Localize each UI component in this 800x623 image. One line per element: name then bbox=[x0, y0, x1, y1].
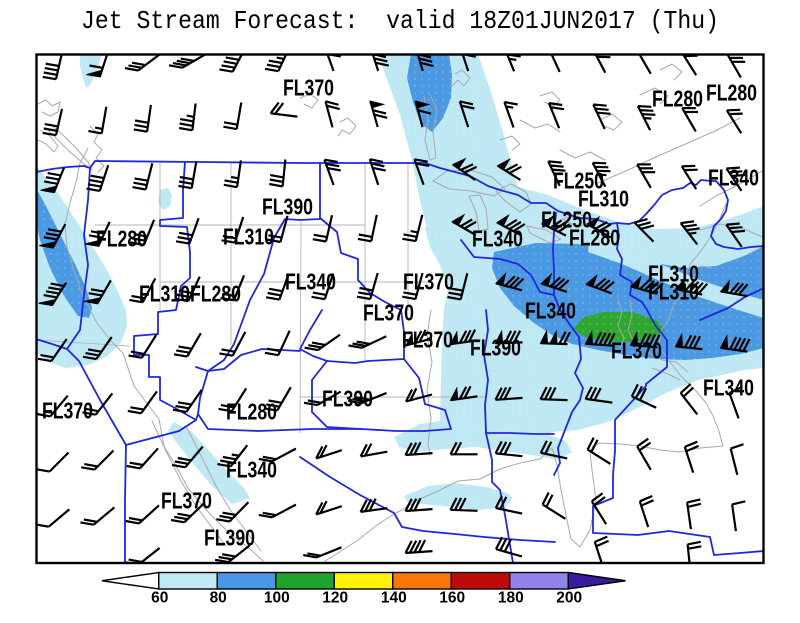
svg-text:80: 80 bbox=[210, 590, 227, 607]
svg-text:FL370: FL370 bbox=[402, 327, 453, 353]
svg-text:FL280: FL280 bbox=[226, 399, 277, 425]
svg-text:FL340: FL340 bbox=[703, 375, 754, 401]
svg-text:160: 160 bbox=[439, 590, 465, 607]
svg-text:FL340: FL340 bbox=[472, 226, 523, 252]
svg-text:FL340: FL340 bbox=[285, 269, 336, 295]
svg-text:FL370: FL370 bbox=[42, 398, 93, 424]
svg-text:FL370: FL370 bbox=[611, 338, 662, 364]
svg-text:140: 140 bbox=[381, 590, 407, 607]
svg-text:FL340: FL340 bbox=[708, 165, 759, 191]
svg-text:FL370: FL370 bbox=[403, 269, 454, 295]
svg-text:Jet Stream Forecast: valid 18: Jet Stream Forecast: valid 18Z01JUN2017 … bbox=[81, 6, 719, 36]
svg-text:FL310: FL310 bbox=[139, 281, 190, 307]
svg-text:FL310: FL310 bbox=[648, 261, 699, 287]
svg-text:FL370: FL370 bbox=[161, 488, 212, 514]
svg-text:FL280: FL280 bbox=[569, 225, 620, 251]
svg-text:60: 60 bbox=[151, 590, 168, 607]
svg-text:200: 200 bbox=[556, 590, 582, 607]
svg-text:FL340: FL340 bbox=[525, 298, 576, 324]
svg-text:FL310: FL310 bbox=[648, 279, 699, 305]
svg-text:FL390: FL390 bbox=[322, 386, 373, 412]
svg-text:FL390: FL390 bbox=[204, 525, 255, 551]
svg-text:FL310: FL310 bbox=[578, 186, 629, 212]
svg-text:FL340: FL340 bbox=[226, 457, 277, 483]
svg-text:FL250: FL250 bbox=[553, 168, 604, 194]
svg-text:FL250: FL250 bbox=[541, 207, 592, 233]
svg-text:FL280: FL280 bbox=[652, 86, 703, 112]
svg-text:FL280: FL280 bbox=[706, 80, 757, 106]
svg-text:FL370: FL370 bbox=[363, 300, 414, 326]
svg-text:180: 180 bbox=[498, 590, 524, 607]
svg-text:FL310: FL310 bbox=[223, 224, 274, 250]
svg-text:FL390: FL390 bbox=[262, 194, 313, 220]
svg-text:FL390: FL390 bbox=[470, 335, 521, 361]
svg-text:FL280: FL280 bbox=[190, 281, 241, 307]
svg-text:120: 120 bbox=[322, 590, 348, 607]
svg-text:FL280: FL280 bbox=[96, 226, 147, 252]
svg-text:100: 100 bbox=[264, 590, 290, 607]
svg-text:FL370: FL370 bbox=[283, 75, 334, 101]
